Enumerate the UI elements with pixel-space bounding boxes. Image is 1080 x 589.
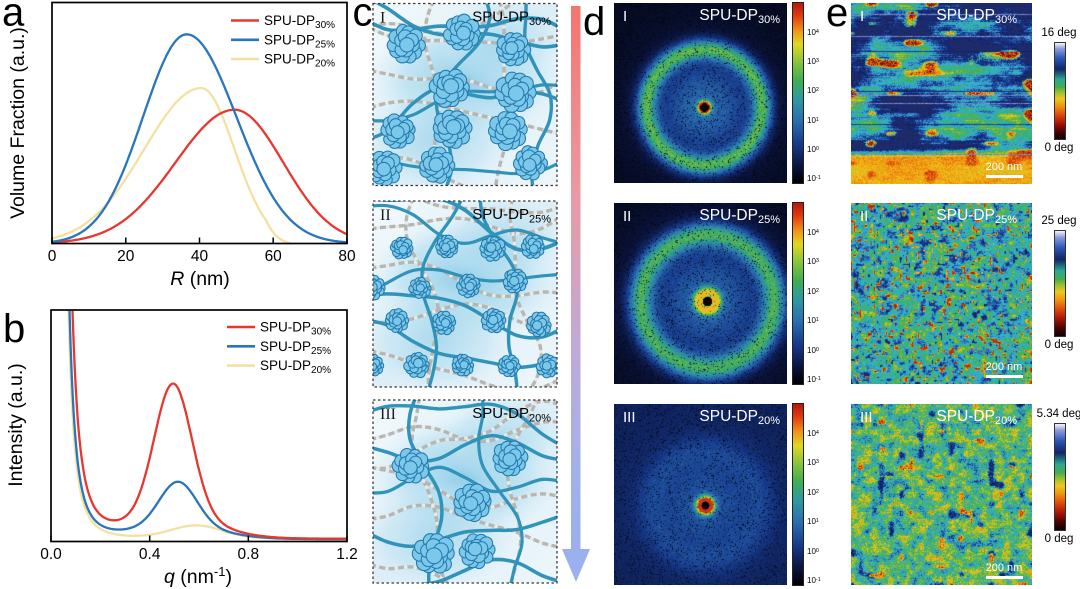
svg-text:20: 20 xyxy=(117,248,135,265)
svg-text:SPU-DP20%: SPU-DP20% xyxy=(260,358,331,376)
svg-text:a: a xyxy=(2,0,25,35)
svg-text:b: b xyxy=(3,307,25,351)
svg-text:SPU-DP20%: SPU-DP20% xyxy=(264,52,335,70)
svg-text:I: I xyxy=(380,10,385,27)
svg-text:c: c xyxy=(353,0,373,35)
svg-text:SPU-DP30%: SPU-DP30% xyxy=(260,320,331,338)
svg-text:0.0: 0.0 xyxy=(40,546,62,563)
svg-text:q (nm-1): q (nm-1) xyxy=(164,564,232,588)
svg-text:0.4: 0.4 xyxy=(139,546,161,563)
svg-text:1.2: 1.2 xyxy=(336,546,358,563)
svg-text:Volume Fraction (a.u.): Volume Fraction (a.u.) xyxy=(7,27,29,219)
svg-text:0: 0 xyxy=(48,248,57,265)
svg-text:SPU-DP25%: SPU-DP25% xyxy=(260,339,331,357)
svg-text:SPU-DP25%: SPU-DP25% xyxy=(264,32,335,50)
svg-text:R (nm): R (nm) xyxy=(170,268,230,290)
svg-text:60: 60 xyxy=(265,248,283,265)
svg-text:SPU-DP30%: SPU-DP30% xyxy=(264,13,335,31)
svg-text:III: III xyxy=(380,406,396,423)
svg-text:Intensity (a.u.): Intensity (a.u.) xyxy=(5,363,27,487)
svg-text:40: 40 xyxy=(191,248,209,265)
svg-text:II: II xyxy=(380,207,391,224)
svg-text:0.8: 0.8 xyxy=(238,546,260,563)
svg-text:80: 80 xyxy=(338,248,356,265)
